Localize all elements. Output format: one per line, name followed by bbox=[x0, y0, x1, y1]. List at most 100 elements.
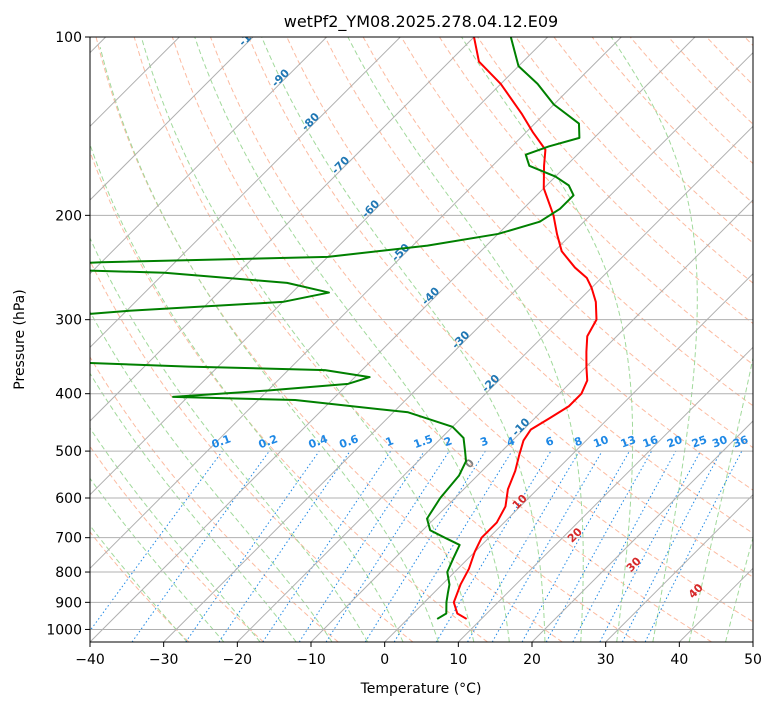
isotherm-line bbox=[236, 125, 753, 642]
mixing-ratio-label: 2 bbox=[442, 434, 454, 449]
mixing-ratio-label: 0.4 bbox=[307, 432, 330, 451]
mixing-ratio-label: 6 bbox=[544, 434, 556, 449]
moist-adiabat bbox=[99, 46, 439, 642]
y-tick-label: 1000 bbox=[46, 622, 82, 638]
isotherm-line bbox=[752, 641, 753, 642]
mixing-ratio-label: 0.1 bbox=[210, 432, 233, 451]
dry-adiabat bbox=[362, 37, 753, 449]
mixing-ratio-line bbox=[90, 450, 223, 632]
dry-adiabat bbox=[668, 37, 753, 125]
dry-adiabat bbox=[171, 37, 712, 642]
dry-adiabat bbox=[324, 37, 753, 491]
mixing-ratio-label: 1 bbox=[384, 434, 396, 449]
mixing-ratio-line bbox=[621, 450, 722, 642]
mixing-ratio-label: 13 bbox=[619, 433, 638, 450]
moist-adiabat bbox=[90, 477, 225, 642]
dry-adiabat bbox=[210, 37, 753, 623]
dry-adiabat bbox=[706, 37, 753, 86]
mixing-ratio-line bbox=[185, 450, 320, 642]
mixing-ratio-label: 10 bbox=[592, 433, 611, 451]
mixing-ratio-label: 8 bbox=[572, 434, 584, 449]
adiabat-labels: -100-90-80-70-60-50-40-30-20-100.1 0.2 0.4… bbox=[210, 20, 750, 601]
mixing-ratio-line bbox=[218, 450, 351, 642]
x-tick-label: 0 bbox=[380, 652, 389, 668]
mixing-ratio-line bbox=[572, 450, 677, 642]
isotherm-line bbox=[90, 37, 549, 496]
isotherm-line bbox=[384, 272, 753, 642]
moist-adiabat bbox=[90, 427, 261, 642]
dry-adiabat bbox=[744, 37, 753, 47]
moist-adiabat bbox=[688, 355, 753, 642]
mixing-ratio-line bbox=[644, 450, 743, 642]
mixing-ratio-line bbox=[262, 450, 392, 642]
x-tick-label: 20 bbox=[523, 652, 541, 668]
y-tick-label: 300 bbox=[55, 313, 82, 329]
mixing-ratio-line bbox=[131, 450, 270, 642]
moist-adiabat bbox=[725, 536, 753, 642]
plot-frame bbox=[89, 36, 754, 643]
x-tick-label: 30 bbox=[597, 652, 615, 668]
mixing-ratio-label: 3 bbox=[478, 434, 490, 449]
moist-adiabat bbox=[90, 236, 369, 642]
moist-adiabat bbox=[90, 524, 188, 642]
isotherm-line bbox=[90, 37, 696, 642]
dewpoint-profile bbox=[90, 37, 581, 620]
dry-adiabat-label: -80 bbox=[299, 110, 322, 133]
moist-adiabat bbox=[461, 37, 634, 642]
dry-adiabat-label: -40 bbox=[419, 284, 442, 307]
mixing-ratio-label: 36 bbox=[731, 433, 750, 451]
y-tick-label: 100 bbox=[55, 30, 82, 46]
chart-title: wetPf2_YM08.2025.278.04.12.E09 bbox=[284, 12, 558, 32]
dry-adiabat-label: -100 bbox=[236, 20, 265, 49]
background-lines bbox=[90, 37, 775, 642]
y-tick-label: 200 bbox=[55, 208, 82, 224]
isotherm-line bbox=[90, 37, 622, 570]
dry-adiabat bbox=[90, 150, 488, 642]
mixing-ratio-label: 0.2 bbox=[257, 432, 280, 451]
dry-adiabat-label: -10 bbox=[509, 415, 532, 438]
isotherm-line bbox=[163, 51, 753, 642]
moist-adiabat bbox=[90, 372, 297, 642]
isotherm-line bbox=[678, 567, 753, 642]
isotherm-line bbox=[90, 37, 475, 422]
mixing-ratio-line bbox=[545, 450, 653, 642]
isotherm-line bbox=[90, 37, 401, 349]
dry-adiabat-label: -70 bbox=[329, 154, 352, 177]
x-axis: −40 −30 −20 −10 0 10 20 30 40 50 bbox=[75, 642, 762, 668]
mixing-ratio-line bbox=[599, 450, 701, 642]
y-tick-label: 600 bbox=[55, 491, 82, 507]
x-tick-label: 50 bbox=[744, 652, 762, 668]
isotherm-line bbox=[605, 493, 753, 642]
x-tick-label: −40 bbox=[75, 652, 105, 668]
mixing-ratio-label: 30 bbox=[710, 433, 729, 451]
mixing-ratio-line bbox=[325, 450, 450, 642]
dry-adiabat bbox=[90, 445, 264, 642]
x-tick-label: −20 bbox=[223, 652, 253, 668]
x-tick-label: −10 bbox=[296, 652, 326, 668]
moist-adiabat bbox=[762, 37, 775, 642]
isotherm-line bbox=[310, 199, 753, 642]
dry-adiabat bbox=[248, 37, 753, 578]
mixing-ratio-label: 1.5 bbox=[412, 432, 435, 451]
isotherm-line bbox=[531, 420, 753, 642]
mixing-ratio-label: 16 bbox=[641, 433, 660, 451]
y-tick-label: 700 bbox=[55, 531, 82, 547]
x-tick-label: 40 bbox=[670, 652, 688, 668]
mixing-ratio-line bbox=[435, 450, 552, 642]
temperature-profile bbox=[452, 37, 598, 620]
mixing-ratio-line bbox=[298, 450, 425, 642]
isotherm-line bbox=[90, 37, 254, 201]
dry-adiabat bbox=[90, 356, 339, 642]
dry-adiabat bbox=[90, 259, 414, 642]
y-tick-label: 400 bbox=[55, 387, 82, 403]
y-axis-label: Pressure (hPa) bbox=[12, 289, 28, 389]
mixing-ratio-label: 20 bbox=[665, 433, 684, 451]
mixing-ratio-label: 25 bbox=[690, 433, 709, 450]
x-tick-label: −30 bbox=[149, 652, 179, 668]
dry-adiabat-label: -90 bbox=[269, 66, 292, 89]
moist-adiabat bbox=[261, 37, 546, 642]
y-tick-label: 800 bbox=[55, 565, 82, 581]
moist-adiabat-label: 20 bbox=[565, 525, 585, 545]
moist-adiabat bbox=[90, 143, 404, 642]
